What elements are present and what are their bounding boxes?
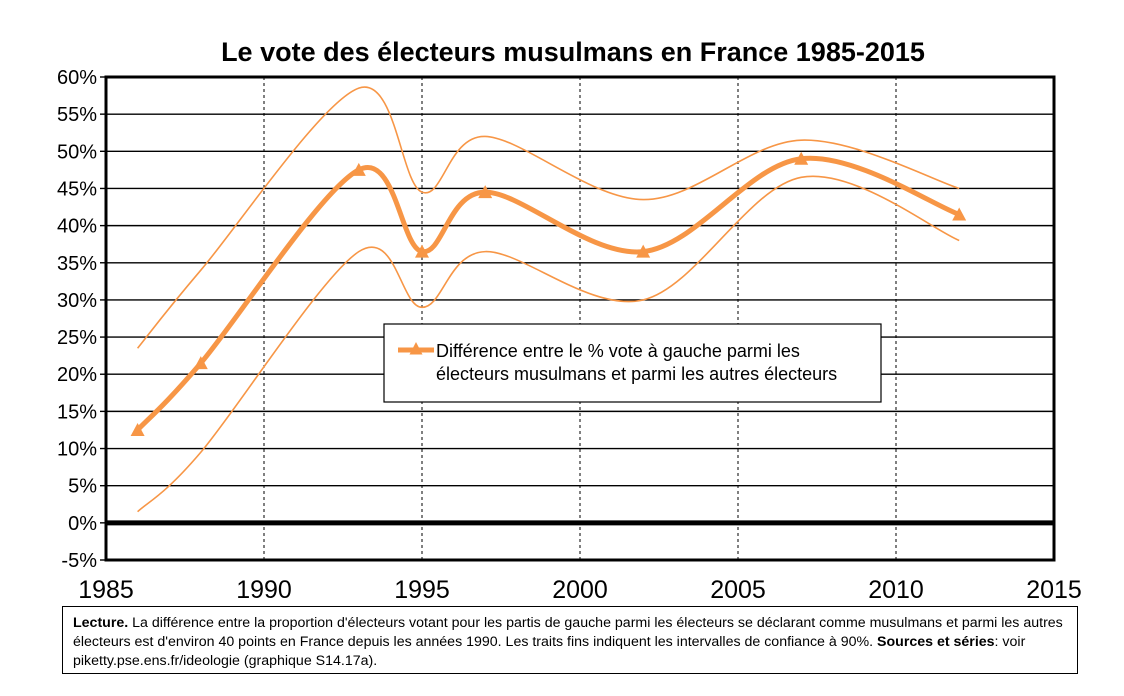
legend: Différence entre le % vote à gauche parm… bbox=[383, 323, 882, 403]
grid bbox=[106, 77, 1054, 560]
y-tick-label: 30% bbox=[57, 290, 97, 312]
y-tick-label: 60% bbox=[57, 67, 97, 89]
legend-label-line2: électeurs musulmans et parmi les autres … bbox=[436, 364, 837, 384]
data-point bbox=[794, 151, 809, 165]
legend-marker-swatch bbox=[409, 342, 423, 355]
y-tick-label: 40% bbox=[57, 216, 97, 238]
y-tick-label: 0% bbox=[68, 513, 97, 535]
x-tick-label: 2010 bbox=[868, 576, 924, 600]
data-point bbox=[478, 185, 493, 199]
confidence-upper-line bbox=[136, 86, 960, 349]
note-lecture-text: La différence entre la proportion d'élec… bbox=[73, 615, 1063, 650]
y-tick-label: 55% bbox=[57, 104, 97, 126]
chart-title: Le vote des électeurs musulmans en Franc… bbox=[221, 37, 925, 67]
legend-label-line1: Différence entre le % vote à gauche parm… bbox=[436, 341, 800, 361]
confidence-band bbox=[136, 86, 960, 513]
note-sources-label: Sources et séries bbox=[877, 634, 995, 650]
y-tick-label: 25% bbox=[57, 327, 97, 349]
x-tick-label: 1990 bbox=[236, 576, 292, 600]
y-tick-label: 15% bbox=[57, 401, 97, 423]
x-tick-label: 1985 bbox=[78, 576, 134, 600]
y-tick-label: 50% bbox=[57, 141, 97, 163]
data-point bbox=[351, 162, 366, 176]
chart: Le vote des électeurs musulmans en Franc… bbox=[57, 37, 1082, 600]
y-tick-label: 45% bbox=[57, 178, 97, 200]
note-sources-text: : voir piketty.pse.ens.fr/ideologie (gra… bbox=[73, 634, 1026, 669]
series bbox=[130, 151, 967, 436]
y-tick-label: 35% bbox=[57, 253, 97, 275]
note-lecture-label: Lecture. bbox=[73, 615, 129, 631]
data-point bbox=[193, 356, 208, 370]
data-point bbox=[130, 422, 145, 436]
x-tick-label: 2015 bbox=[1026, 576, 1082, 600]
y-tick-label: 10% bbox=[57, 439, 97, 461]
y-tick-label: 20% bbox=[57, 364, 97, 386]
series-line bbox=[135, 155, 961, 432]
reading-note: Lecture. La différence entre la proporti… bbox=[62, 606, 1078, 674]
x-tick-label: 1995 bbox=[394, 576, 450, 600]
data-point bbox=[415, 244, 429, 258]
y-tick-label: 5% bbox=[68, 476, 97, 498]
x-tick-label: 2000 bbox=[552, 576, 608, 600]
data-point bbox=[636, 244, 651, 258]
y-axis: 60% 55% 50% 45% 40% 35% 30% 25% 20% 15% 10% 5% 0% -5% bbox=[57, 67, 106, 572]
confidence-lower-line bbox=[137, 175, 960, 513]
data-point bbox=[952, 207, 967, 221]
x-axis: 1985 1990 1995 2000 2005 2010 2015 bbox=[78, 576, 1082, 600]
x-tick-label: 2005 bbox=[710, 576, 766, 600]
y-tick-label: -5% bbox=[61, 550, 97, 572]
legend-box bbox=[383, 323, 882, 403]
